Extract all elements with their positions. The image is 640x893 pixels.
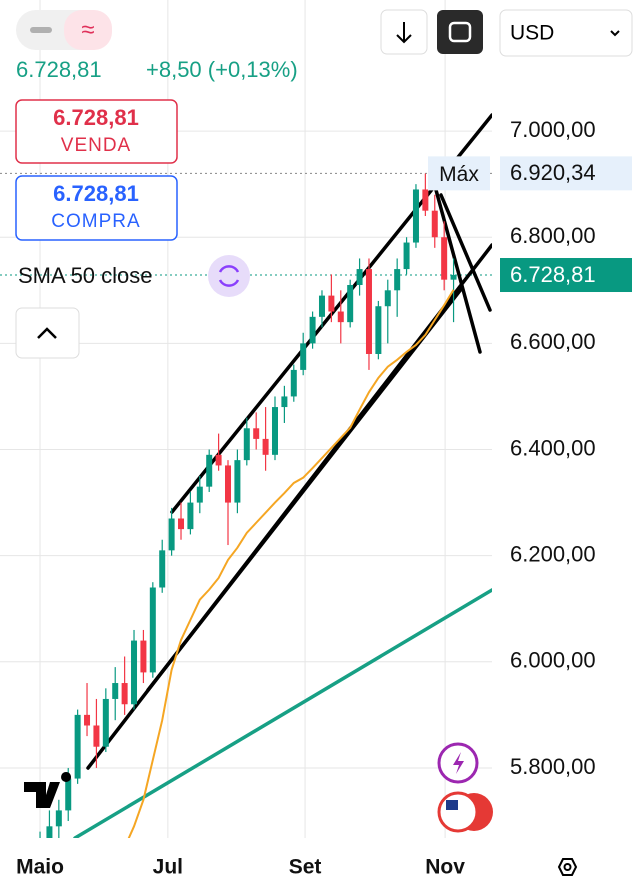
candle-body bbox=[328, 295, 335, 312]
indicator-label: SMA 50 close bbox=[18, 263, 153, 288]
sma-line bbox=[127, 289, 455, 838]
logo bbox=[24, 772, 72, 808]
candle-body bbox=[271, 407, 278, 455]
flag-icon bbox=[437, 791, 479, 833]
high-label: Máx bbox=[439, 163, 479, 186]
candle-body bbox=[384, 290, 391, 307]
flag-icon bbox=[446, 800, 458, 810]
candle-body bbox=[441, 237, 448, 280]
x-tick-label: Maio bbox=[16, 856, 64, 879]
y-tick-label: 6.200,00 bbox=[510, 541, 596, 566]
candle-body bbox=[243, 428, 250, 461]
candle-body bbox=[403, 242, 410, 270]
y-tick-label: 6.600,00 bbox=[510, 329, 596, 354]
y-tick-label: 6.000,00 bbox=[510, 648, 596, 673]
candles bbox=[39, 173, 457, 838]
trend-line bbox=[439, 193, 492, 312]
candle-body bbox=[121, 683, 128, 705]
y-tick-label: 7.000,00 bbox=[510, 117, 596, 142]
candle-body bbox=[102, 698, 109, 747]
candle-body bbox=[46, 826, 53, 838]
candle-body bbox=[347, 284, 354, 323]
collapse-button[interactable] bbox=[15, 307, 80, 359]
trend-line bbox=[146, 286, 464, 692]
candle-body bbox=[262, 438, 269, 455]
buy-label: COMPRA bbox=[51, 211, 140, 232]
candle-body bbox=[431, 210, 438, 238]
toggle-active bbox=[64, 10, 112, 50]
icon bbox=[453, 752, 464, 774]
quote: 6.728,81 bbox=[16, 57, 102, 82]
candle-body bbox=[149, 587, 156, 673]
candle-body bbox=[131, 640, 138, 705]
candle-body bbox=[187, 502, 194, 530]
candle-body bbox=[318, 295, 325, 317]
candle-body bbox=[281, 396, 288, 408]
x-tick-label: Jul bbox=[153, 856, 183, 879]
buy-price: 6.728,81 bbox=[53, 181, 139, 206]
candle-body bbox=[215, 454, 222, 466]
icon bbox=[30, 27, 52, 33]
sell-price: 6.728,81 bbox=[53, 105, 139, 130]
candle-body bbox=[422, 189, 429, 211]
high-price: 6.920,34 bbox=[510, 160, 596, 185]
buy-button[interactable] bbox=[15, 175, 178, 241]
candle-body bbox=[84, 714, 91, 726]
candle-body bbox=[55, 810, 62, 827]
currency: USD bbox=[510, 22, 554, 45]
icon bbox=[218, 265, 240, 287]
candle-body bbox=[74, 714, 81, 779]
candle-body bbox=[365, 269, 372, 354]
candle-body bbox=[290, 369, 297, 397]
icon bbox=[37, 327, 57, 339]
candle-body bbox=[206, 454, 213, 487]
candle-body bbox=[253, 428, 260, 439]
trend-line bbox=[434, 188, 482, 354]
candle-body bbox=[412, 189, 419, 243]
candle-body bbox=[65, 778, 72, 811]
candle-body bbox=[234, 460, 241, 503]
candle-body bbox=[196, 486, 203, 503]
icon: ≈ bbox=[81, 16, 94, 43]
candle-body bbox=[159, 550, 166, 588]
candle-body bbox=[356, 269, 363, 285]
candle-body bbox=[178, 518, 185, 530]
x-tick-label: Nov bbox=[425, 856, 465, 879]
candle-body bbox=[337, 311, 344, 323]
change: +8,50 (+0,13%) bbox=[146, 57, 298, 82]
y-tick-label: 5.800,00 bbox=[510, 754, 596, 779]
candle-body bbox=[168, 518, 175, 551]
currency-select[interactable] bbox=[499, 9, 633, 57]
candle-body bbox=[140, 640, 147, 673]
icon bbox=[396, 22, 412, 44]
last-price-badge bbox=[500, 258, 632, 293]
sell-label: VENDA bbox=[61, 135, 131, 156]
candle-body bbox=[450, 274, 457, 280]
candle-body bbox=[112, 683, 119, 699]
fullscreen-button[interactable] bbox=[437, 10, 483, 54]
high-price-badge bbox=[500, 156, 632, 191]
candle-body bbox=[375, 306, 382, 354]
candle-body bbox=[93, 725, 100, 747]
y-tick-label: 6.800,00 bbox=[510, 223, 596, 248]
icon bbox=[610, 30, 620, 37]
sell-button[interactable] bbox=[15, 99, 178, 164]
refresh-button[interactable] bbox=[208, 255, 250, 297]
candle-body bbox=[225, 465, 232, 503]
x-tick-label: Set bbox=[289, 856, 322, 879]
candle-body bbox=[300, 343, 307, 370]
candle-body bbox=[394, 269, 401, 291]
y-tick-label: 6.400,00 bbox=[510, 435, 596, 460]
last-price: 6.728,81 bbox=[510, 262, 596, 287]
settings-button[interactable] bbox=[557, 858, 578, 876]
axis: 5.800,00 6.000,00 6.200,00 6.400,00 6.600,00… bbox=[16, 117, 632, 879]
candle-body bbox=[309, 316, 316, 344]
icon bbox=[448, 21, 472, 43]
icon bbox=[563, 863, 572, 871]
high-badge bbox=[428, 156, 490, 191]
trend-line bbox=[73, 588, 492, 838]
